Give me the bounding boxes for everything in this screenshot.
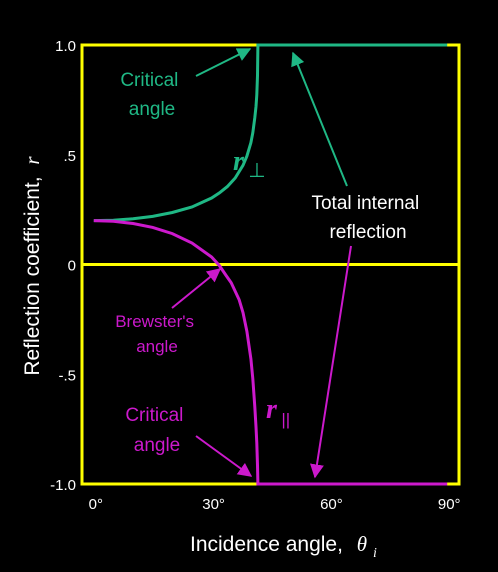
annotation-critical-angle-bottom-line2: angle (134, 435, 181, 456)
arrow-critical-angle-top (195, 48, 252, 77)
annotation-critical-angle-top-line1: Critical (120, 70, 178, 91)
x-tick-label-2: 60° (320, 496, 343, 513)
annotation-total-internal-line2: reflection (329, 222, 406, 243)
series-label-r-perp-subscript: ⊥ (248, 160, 265, 182)
annotation-total-internal-reflection: Total internal reflection (311, 193, 424, 243)
arrow-brewster-angle (171, 268, 222, 309)
y-axis-title: Reflection coefficient, r (20, 156, 44, 376)
y-tick-label-2: 0 (68, 258, 76, 275)
y-tick-label-1: .5 (63, 148, 76, 165)
annotation-critical-angle-bottom: Critical angle (125, 405, 188, 456)
y-tick-label-3: -.5 (58, 367, 76, 384)
series-label-r-perp: r ⊥ (233, 146, 266, 182)
y-tick-label-4: -1.0 (50, 477, 76, 494)
annotation-total-internal-line1: Total internal (311, 193, 419, 214)
x-axis-title-symbol: θ (357, 532, 367, 556)
y-axis-title-symbol: r (20, 156, 44, 165)
y-axis-title-text: Reflection coefficient, (21, 176, 44, 375)
x-axis-title: Incidence angle, θ i (190, 532, 377, 561)
series-label-r-parallel: r || (266, 394, 290, 429)
arrow-critical-angle-bottom (195, 435, 253, 477)
series-label-r-parallel-subscript: || (281, 410, 290, 429)
annotation-brewster-line1: Brewster's (115, 312, 194, 331)
x-tick-label-1: 30° (202, 496, 225, 513)
arrow-total-internal-bottom (310, 245, 352, 479)
annotation-critical-angle-top: Critical angle (120, 70, 183, 120)
annotation-critical-angle-bottom-line1: Critical (125, 405, 183, 426)
x-axis-title-text: Incidence angle, (190, 533, 343, 556)
series-line-r-perp (93, 43, 448, 223)
x-tick-label-3: 90° (438, 496, 461, 513)
annotation-brewster-line2: angle (136, 337, 178, 356)
annotation-brewster-angle: Brewster's angle (115, 312, 199, 356)
series-label-r-perp-symbol: r (233, 146, 245, 177)
x-tick-label-0: 0° (89, 496, 103, 513)
y-tick-label-0: 1.0 (55, 38, 76, 55)
arrow-total-internal-top (291, 51, 348, 187)
series-label-r-parallel-symbol: r (266, 394, 278, 425)
series-line-r-parallel (93, 219, 448, 486)
x-tick-labels: 0° 30° 60° 90° (89, 496, 461, 513)
x-axis-title-subscript: i (373, 546, 377, 561)
annotation-critical-angle-top-line2: angle (129, 99, 176, 120)
y-tick-labels: 1.0 .5 0 -.5 -1.0 (50, 38, 76, 494)
